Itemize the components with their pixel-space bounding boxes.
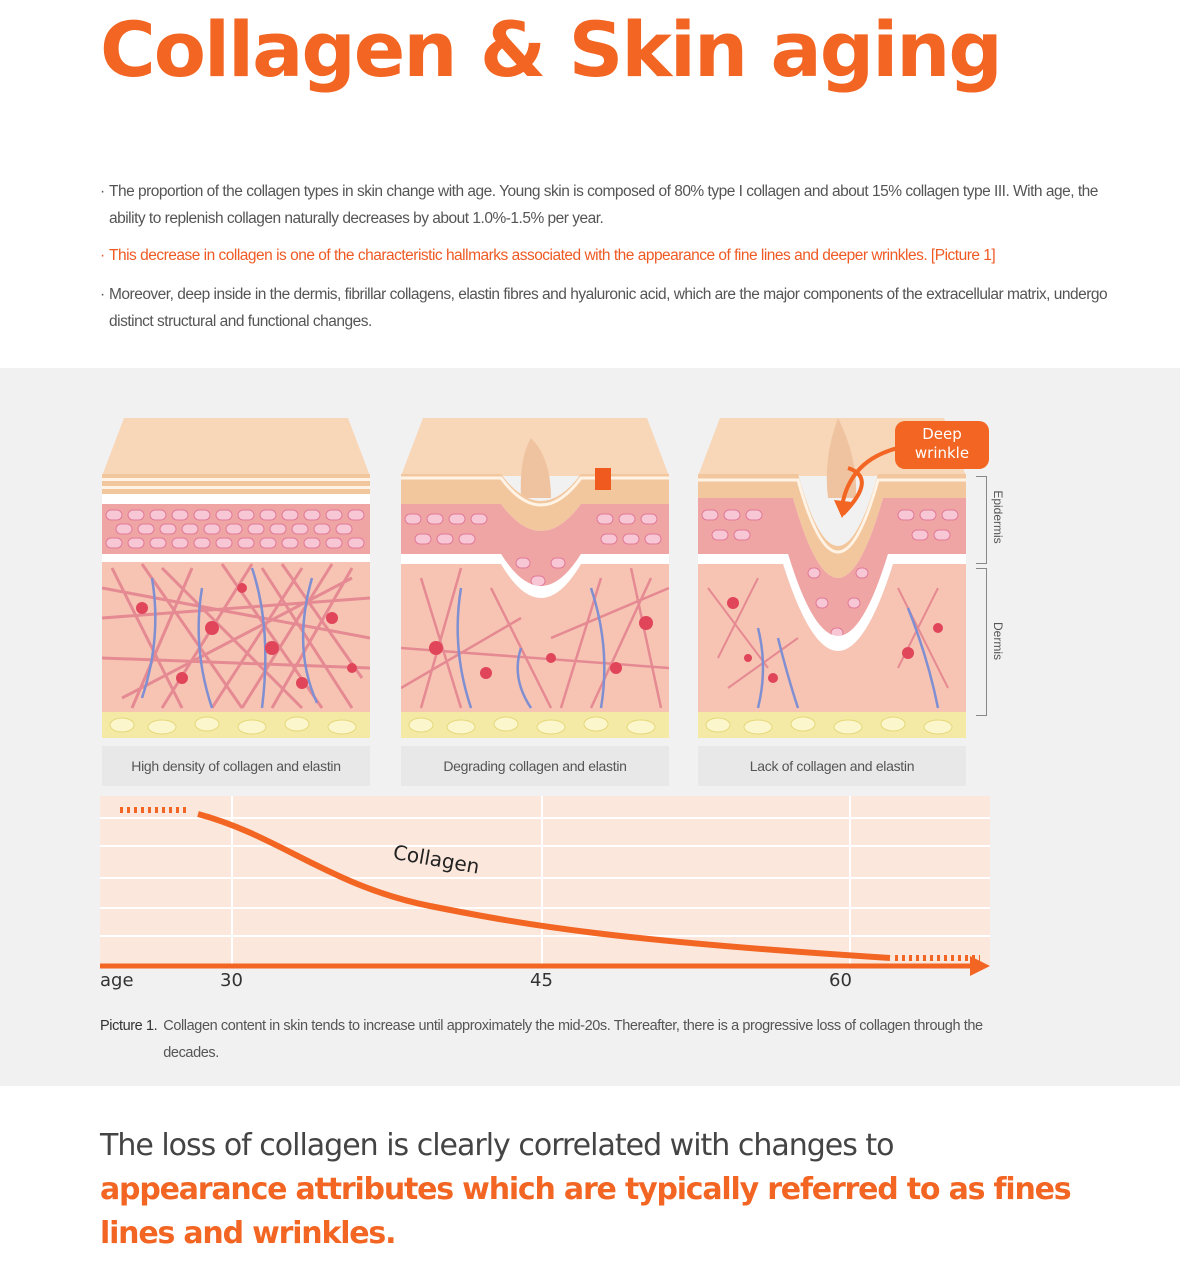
caption-young: High density of collagen and elastin <box>102 746 370 786</box>
skin-illustration-young <box>102 418 370 738</box>
bullet: · <box>100 286 105 303</box>
x-tick-60: 60 <box>829 970 852 991</box>
x-tick-30: 30 <box>220 970 243 991</box>
skin-illustration-middle <box>401 418 669 738</box>
paragraph-text: The proportion of the collagen types in … <box>109 183 1098 227</box>
epidermis-label: Epidermis <box>991 490 1005 544</box>
chart-grid <box>100 796 990 966</box>
callout-line-2: wrinkle <box>914 444 970 462</box>
dermis-bracket <box>976 568 987 716</box>
paragraph-text: This decrease in collagen is one of the … <box>109 247 996 264</box>
epidermis-bracket <box>976 476 987 564</box>
caption-middle: Degrading collagen and elastin <box>401 746 669 786</box>
chart-background <box>100 796 990 966</box>
x-axis-label: age <box>100 970 134 991</box>
page-title: Collagen & Skin aging <box>100 5 1003 94</box>
paragraph-collagen-types: · The proportion of the collagen types in… <box>100 178 1109 232</box>
x-axis-arrow-icon <box>970 956 990 976</box>
conclusion: The loss of collagen is clearly correlat… <box>100 1124 1100 1256</box>
bullet: · <box>100 247 105 264</box>
skin-illustration-aged <box>698 418 966 738</box>
series-collagen-line <box>197 811 891 961</box>
callout-line-1: Deep <box>922 425 962 443</box>
paragraph-text: Moreover, deep inside in the dermis, fib… <box>109 286 1108 330</box>
bullet: · <box>100 183 105 200</box>
x-tick-45: 45 <box>530 970 553 991</box>
dermis-label: Dermis <box>991 622 1005 660</box>
caption-label: Picture 1. <box>100 1018 158 1034</box>
collagen-chart: Collagen <box>100 796 990 976</box>
caption-text: Collagen content in skin tends to increa… <box>163 1018 983 1061</box>
callout-arrow-icon <box>834 446 899 518</box>
conclusion-plain: The loss of collagen is clearly correlat… <box>100 1128 895 1163</box>
paragraph-dermis: · Moreover, deep inside in the dermis, fi… <box>100 281 1109 335</box>
picture-caption: Picture 1. Collagen content in skin tend… <box>100 1013 1020 1067</box>
deep-wrinkle-callout: Deep wrinkle <box>895 421 989 469</box>
conclusion-emphasis: appearance attributes which are typicall… <box>100 1172 1072 1251</box>
caption-aged: Lack of collagen and elastin <box>698 746 966 786</box>
paragraph-highlight: · This decrease in collagen is one of the… <box>100 242 1109 269</box>
